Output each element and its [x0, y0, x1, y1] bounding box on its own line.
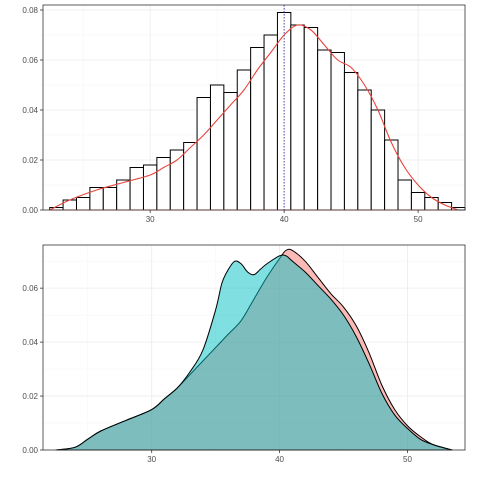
histogram-bar	[89, 187, 104, 211]
histogram-bar	[263, 34, 278, 211]
histogram-bar	[129, 167, 144, 211]
y-tick-label: 0.08	[22, 6, 38, 15]
y-tick-label: 0.06	[22, 56, 38, 65]
histogram-bar	[116, 179, 131, 211]
x-tick-label: 40	[280, 215, 289, 224]
histogram-bar	[303, 27, 319, 211]
x-tick-label: 50	[403, 455, 412, 464]
histogram-bar	[169, 149, 185, 211]
histogram-bar	[196, 97, 211, 211]
y-tick-label: 0.00	[22, 206, 38, 215]
x-tick-label: 50	[414, 215, 423, 224]
histogram-bar	[343, 72, 359, 211]
histogram-bar	[75, 197, 91, 211]
density-area-2	[55, 254, 453, 450]
x-tick-label: 30	[147, 455, 156, 464]
histogram-bar	[330, 52, 345, 211]
histogram-bar	[370, 109, 386, 211]
histogram-bar	[142, 164, 158, 211]
histogram-bar	[397, 179, 412, 211]
histogram-panel: 0.00 0.02 0.04 0.06 0.08 30 40 50	[22, 4, 466, 224]
x-tick-label: 30	[146, 215, 155, 224]
density-curve-line	[49, 24, 459, 211]
histogram-bar	[357, 89, 372, 211]
histogram-bar	[250, 47, 265, 211]
y-tick-label: 0.00	[22, 446, 38, 455]
density-outline-2	[55, 254, 453, 451]
histogram-bar	[290, 24, 305, 211]
y-tick-label: 0.04	[22, 338, 38, 347]
histogram-bar	[317, 49, 332, 211]
x-tick-label: 40	[275, 455, 284, 464]
panel-border	[42, 4, 466, 211]
histogram-bar	[102, 187, 118, 211]
y-tick-label: 0.02	[22, 156, 38, 165]
histogram-bar	[437, 202, 453, 211]
histogram-bar	[209, 84, 225, 211]
histogram-bar	[424, 197, 439, 211]
panel-border	[42, 244, 466, 451]
y-tick-label: 0.04	[22, 106, 38, 115]
y-tick-label: 0.02	[22, 392, 38, 401]
histogram-bar	[410, 192, 426, 211]
histogram-bar	[62, 199, 77, 211]
y-tick-label: 0.06	[22, 284, 38, 293]
density-panel: 0.00 0.02 0.04 0.06 30 40 50	[22, 244, 466, 464]
histogram-bar	[384, 139, 399, 211]
histogram-bar	[236, 69, 252, 211]
